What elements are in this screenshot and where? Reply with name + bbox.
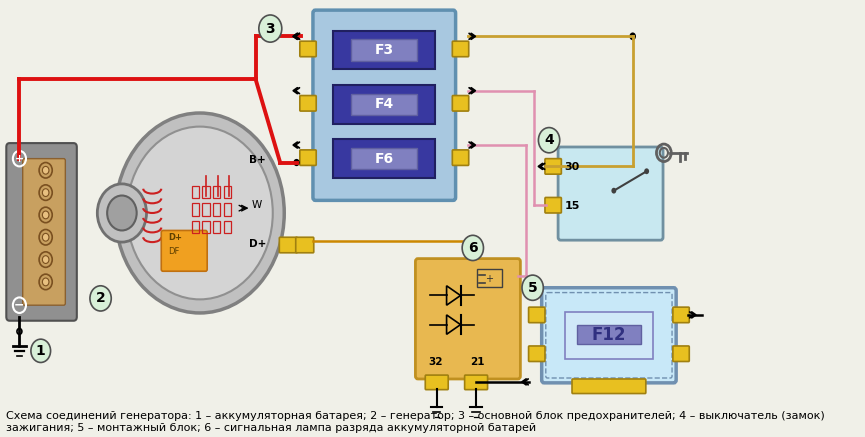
Circle shape [39,163,52,178]
FancyBboxPatch shape [6,143,77,321]
FancyBboxPatch shape [300,96,317,111]
Text: 30: 30 [565,163,580,172]
Circle shape [17,329,22,334]
Circle shape [39,185,52,201]
FancyBboxPatch shape [673,307,689,323]
FancyBboxPatch shape [279,237,298,253]
FancyBboxPatch shape [452,41,469,57]
FancyBboxPatch shape [541,288,676,383]
FancyBboxPatch shape [452,150,469,166]
Text: +: + [485,274,493,284]
Circle shape [39,274,52,290]
FancyBboxPatch shape [300,41,317,57]
Text: +: + [15,154,24,163]
Text: −: − [14,299,25,312]
Circle shape [462,235,484,260]
Circle shape [522,275,543,300]
Text: 4: 4 [544,133,554,147]
Circle shape [42,278,49,286]
FancyBboxPatch shape [673,346,689,361]
Circle shape [127,127,272,299]
Circle shape [612,188,616,194]
Bar [192,203,199,216]
FancyBboxPatch shape [529,346,545,361]
Bar [565,312,653,359]
FancyBboxPatch shape [313,10,456,201]
Bar [192,186,199,198]
Circle shape [42,189,49,197]
Bar [213,221,221,233]
Bar [333,139,435,178]
FancyBboxPatch shape [300,150,317,166]
Text: 2: 2 [96,291,106,305]
Bar [333,31,435,69]
Bar [202,186,209,198]
Circle shape [39,252,52,267]
FancyBboxPatch shape [452,96,469,111]
Text: D+: D+ [249,239,266,249]
Text: F12: F12 [592,326,626,344]
Text: 3: 3 [266,21,275,35]
Bar [223,221,231,233]
Circle shape [42,166,49,174]
FancyBboxPatch shape [529,307,545,323]
Text: 21: 21 [470,357,484,368]
Circle shape [538,128,560,153]
Circle shape [90,286,112,311]
Circle shape [39,207,52,223]
Circle shape [42,211,49,219]
FancyBboxPatch shape [415,259,521,379]
Bar [577,325,641,344]
Circle shape [107,195,137,230]
Circle shape [42,256,49,264]
Text: 6: 6 [468,241,477,255]
Bar [202,221,209,233]
Text: Схема соединений генератора: 1 – аккумуляторная батарея; 2 – генератор; 3 – осно: Схема соединений генератора: 1 – аккумул… [6,411,825,433]
FancyBboxPatch shape [22,159,66,305]
FancyBboxPatch shape [296,237,314,253]
Circle shape [115,113,285,313]
Text: F3: F3 [375,43,394,57]
Text: F4: F4 [375,97,394,111]
Text: 1: 1 [35,344,46,358]
Bar [213,203,221,216]
Bar [213,186,221,198]
Text: 32: 32 [429,357,443,368]
Text: B+: B+ [249,155,266,164]
Circle shape [259,15,282,42]
Bar [351,94,417,115]
Circle shape [42,233,49,241]
Circle shape [630,32,636,40]
Text: 15: 15 [565,201,580,211]
FancyBboxPatch shape [161,230,208,271]
FancyBboxPatch shape [572,379,646,394]
Bar [202,203,209,216]
Text: 5: 5 [528,281,537,295]
Text: D+: D+ [168,233,182,242]
Text: W: W [252,200,262,210]
Bar [333,85,435,124]
Circle shape [644,168,649,174]
Bar [223,186,231,198]
Bar [351,148,417,169]
FancyBboxPatch shape [545,198,561,213]
FancyBboxPatch shape [545,159,561,174]
Text: DF: DF [168,247,179,256]
Circle shape [294,160,299,166]
Circle shape [31,339,50,362]
Circle shape [39,229,52,245]
Bar [223,203,231,216]
Bar [477,269,502,287]
FancyBboxPatch shape [558,147,663,240]
FancyBboxPatch shape [426,375,448,390]
FancyBboxPatch shape [465,375,488,390]
Bar [351,39,417,61]
Text: F6: F6 [375,152,394,166]
Circle shape [98,184,146,242]
Bar [192,221,199,233]
